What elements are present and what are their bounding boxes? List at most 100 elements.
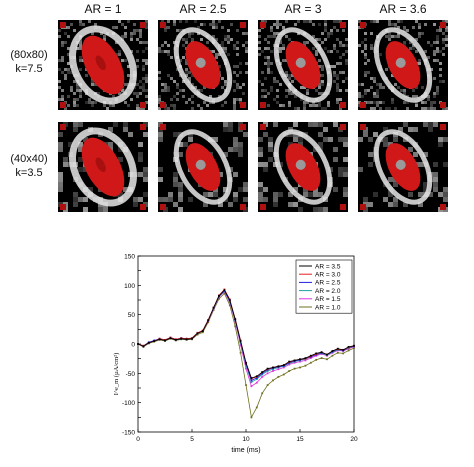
x-axis-label: time (ms) <box>231 447 260 454</box>
series-point <box>353 347 355 350</box>
series-point <box>293 359 296 362</box>
column-label-ar-3: AR = 3 <box>284 2 322 16</box>
x-tick-label: 15 <box>296 436 304 443</box>
series-point <box>261 373 264 376</box>
series-point <box>336 347 339 350</box>
series-point <box>320 357 323 359</box>
activation-map-panel-r1-c4 <box>358 20 448 110</box>
series-point <box>196 333 199 336</box>
series-point <box>272 370 274 372</box>
x-tick-label: 10 <box>242 436 250 443</box>
series-point <box>245 384 247 386</box>
series-point <box>228 299 231 301</box>
series-point <box>304 364 307 367</box>
series-point <box>326 353 328 356</box>
y-tick-label: 0 <box>131 342 135 349</box>
series-point <box>266 384 269 386</box>
series-point <box>191 337 193 340</box>
activation-map-image <box>158 20 248 110</box>
series-point <box>309 361 312 364</box>
row-label-80x80-k: k=7.5 <box>15 63 43 75</box>
series-point <box>293 361 296 364</box>
series-point <box>239 351 242 354</box>
series-point <box>212 309 215 311</box>
series-point <box>288 363 291 366</box>
series-point <box>342 352 345 355</box>
series-point <box>185 338 188 341</box>
series-point <box>299 358 301 361</box>
series-point <box>282 366 285 369</box>
x-tick-label: 5 <box>190 436 194 443</box>
series-point <box>331 354 334 357</box>
row-label-40x40-size: (40x40) <box>10 153 48 165</box>
series-point <box>255 378 258 381</box>
series-point <box>309 354 312 357</box>
row-label-40x40: (40x40) k=3.5 <box>0 152 58 180</box>
activation-map-panel-r1-c1 <box>58 20 148 110</box>
x-tick-label: 0 <box>136 436 140 443</box>
row-label-80x80-size: (80x80) <box>10 49 48 61</box>
row-label-80x80: (80x80) k=7.5 <box>0 48 58 76</box>
y-tick-label: 50 <box>128 312 136 319</box>
series-point <box>245 367 247 370</box>
series-point <box>250 377 253 379</box>
series-point <box>353 344 355 347</box>
row-label-40x40-k: k=3.5 <box>15 167 43 179</box>
series-point <box>207 319 210 322</box>
series-point <box>164 339 166 342</box>
series-point <box>347 349 350 352</box>
y-tick-label: -100 <box>122 400 135 407</box>
series-point <box>304 359 307 362</box>
series-point <box>207 321 210 324</box>
series-point <box>174 338 177 341</box>
series-point <box>261 372 264 375</box>
series-point <box>196 332 199 335</box>
legend <box>295 259 353 314</box>
series-point <box>277 368 280 371</box>
activation-map-panel-r2-c4 <box>358 122 448 212</box>
series-point <box>255 377 258 379</box>
series-point <box>245 361 247 364</box>
series-point <box>336 351 339 354</box>
series-point <box>250 379 253 382</box>
series-point <box>315 358 318 361</box>
y-tick-label: -150 <box>122 430 135 437</box>
column-label-ar-3-6: AR = 3.6 <box>379 2 427 16</box>
series-point <box>299 360 301 363</box>
series-point <box>304 357 307 359</box>
series-point <box>169 337 172 340</box>
series-point <box>326 358 328 361</box>
series-point <box>261 375 264 378</box>
series-point <box>255 406 258 409</box>
series-point <box>142 345 145 348</box>
series-point <box>277 375 280 378</box>
series-point <box>309 357 312 359</box>
series-point <box>288 370 291 372</box>
series-point <box>201 330 204 332</box>
series-point <box>315 354 318 357</box>
legend-entry: AR = 1.0 <box>315 304 341 311</box>
series-point <box>347 346 350 348</box>
series-point <box>272 368 274 371</box>
series-point <box>315 352 318 355</box>
series-point <box>261 392 264 395</box>
series-point <box>218 297 220 300</box>
legend-entry: AR = 2.5 <box>315 280 341 287</box>
legend-entry: AR = 3.0 <box>315 272 341 279</box>
series-point <box>331 350 334 352</box>
series-point <box>266 370 269 372</box>
series-point <box>320 351 323 354</box>
series-point <box>137 343 139 345</box>
series-point <box>234 325 237 328</box>
series-point <box>288 360 291 363</box>
y-tick-label: -50 <box>126 371 136 378</box>
series-point <box>212 306 215 309</box>
legend-entry: AR = 2.0 <box>315 288 341 295</box>
y-tick-label: 100 <box>124 283 135 290</box>
series-point <box>299 366 301 369</box>
series-point <box>239 340 242 342</box>
column-label-ar-2-5: AR = 2.5 <box>179 2 227 16</box>
chart-svg: -150 -100 -50 0 50 100 150 0 5 10 15 20 time (ms) I^e… <box>113 254 358 455</box>
series-point <box>223 292 226 295</box>
x-tick-label: 20 <box>350 436 358 443</box>
